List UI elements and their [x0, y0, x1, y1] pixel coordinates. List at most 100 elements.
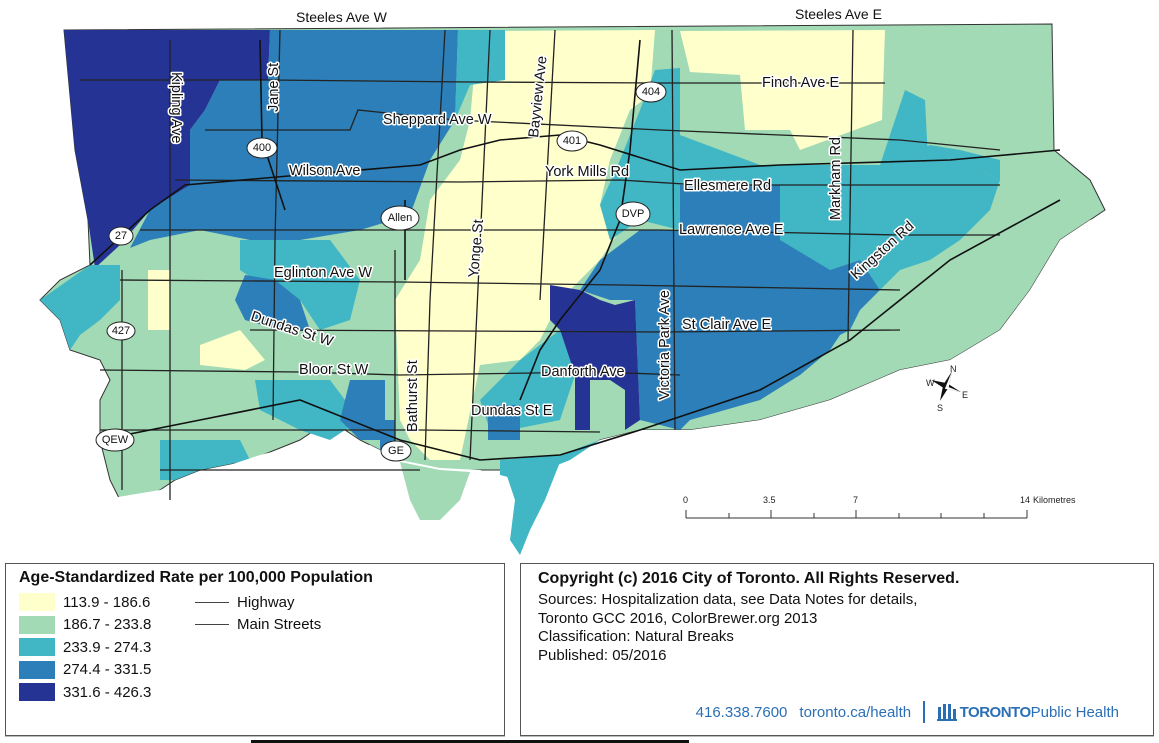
label-lawrence-e: Lawrence Ave E — [679, 222, 784, 238]
svg-text:427: 427 — [112, 325, 130, 337]
legend-range: 274.4 - 331.5 — [63, 661, 152, 679]
legend-title: Age-Standardized Rate per 100,000 Popula… — [19, 569, 373, 586]
shield-ge: GE — [380, 440, 412, 462]
region-blue-west-2 — [340, 380, 385, 440]
scale-tick-14: 14 — [1020, 495, 1030, 505]
legend-class-5: 331.6 - 426.3 — [19, 681, 504, 704]
scale-tick-0: 0 — [683, 495, 688, 505]
legend-panel: Age-Standardized Rate per 100,000 Popula… — [5, 563, 505, 736]
legend-range: 186.7 - 233.8 — [63, 616, 152, 634]
label-bathurst: Bathurst St — [405, 360, 421, 432]
svg-text:400: 400 — [253, 142, 271, 154]
svg-text:GE: GE — [388, 445, 404, 457]
bottom-bar — [251, 740, 689, 743]
highway-line-icon — [195, 601, 229, 603]
legend-swatch — [19, 638, 55, 657]
label-markham: Markham Rd — [828, 137, 844, 220]
legend-class-4: 274.4 - 331.5 — [19, 659, 504, 682]
published-line: Published: 05/2016 — [538, 646, 667, 664]
divider — [923, 701, 925, 723]
label-steeles-w: Steeles Ave W — [296, 9, 388, 25]
legend-main-streets: Main Streets — [195, 616, 321, 633]
label-victoria-park: Victoria Park Ave — [657, 290, 673, 400]
label-kipling: Kipling Ave — [168, 72, 184, 143]
svg-text:DVP: DVP — [622, 208, 645, 220]
legend-highway-label: Highway — [237, 593, 295, 611]
scale-tick-3-5: 3.5 — [763, 495, 776, 505]
region-blue-east — [580, 185, 880, 430]
region-teal-northeast — [880, 145, 1000, 180]
label-wilson: Wilson Ave — [289, 163, 360, 179]
brand-toronto: TORONTO — [959, 703, 1031, 721]
label-bloor-w: Bloor St W — [299, 362, 369, 378]
shield-allen: Allen — [380, 205, 420, 231]
label-steeles-e: Steeles Ave E — [795, 6, 882, 22]
label-jane: Jane St — [266, 63, 282, 112]
legend-range: 331.6 - 426.3 — [63, 683, 152, 701]
choropleth-map: Steeles Ave W Steeles Ave E Kipling Ave … — [39, 6, 1106, 555]
shield-427: 427 — [106, 321, 136, 341]
shield-dvp: DVP — [615, 201, 651, 227]
legend-class-3: 233.9 - 274.3 — [19, 636, 504, 659]
brand-public-health: Public Health — [1030, 703, 1119, 721]
region-teal-west-2 — [240, 240, 360, 330]
region-yellow-central — [395, 30, 655, 460]
label-st-clair-e: St Clair Ave E — [682, 317, 772, 333]
compass-e: E — [962, 390, 968, 400]
legend-range: 113.9 - 186.6 — [63, 593, 151, 611]
contact-footer: 416.338.7600 toronto.ca/health TORONTO P… — [696, 701, 1119, 723]
main-streets — [80, 29, 1001, 500]
shield-qew: QEW — [95, 428, 135, 452]
copyright-title: Copyright (c) 2016 City of Toronto. All … — [538, 570, 960, 587]
label-ellesmere: Ellesmere Rd — [684, 178, 771, 194]
region-darkblue-east — [550, 285, 640, 430]
svg-text:404: 404 — [642, 86, 660, 98]
scale-unit: Kilometres — [1033, 495, 1076, 505]
shield-27: 27 — [108, 226, 134, 246]
highways — [89, 39, 1061, 461]
label-yonge: Yonge St — [466, 219, 487, 279]
svg-text:401: 401 — [563, 135, 581, 147]
svg-text:27: 27 — [115, 230, 127, 242]
region-portlands — [400, 462, 470, 520]
sources-line-2: Toronto GCC 2016, ColorBrewer.org 2013 — [538, 609, 818, 627]
label-danforth: Danforth Ave — [541, 364, 625, 380]
region-islands — [505, 462, 560, 555]
compass-w: W — [926, 378, 935, 388]
legend-main-streets-label: Main Streets — [237, 616, 322, 634]
scale-bar — [685, 510, 1028, 519]
compass-n: N — [950, 364, 957, 374]
region-blue-west-1 — [235, 275, 310, 330]
legend-class-1: 113.9 - 186.6 Highway — [19, 591, 504, 614]
phone-number: 416.338.7600 — [695, 703, 788, 721]
region-teal-west-1 — [40, 265, 120, 350]
region-yellow-west-1 — [148, 270, 170, 330]
label-york-mills: York Mills Rd — [545, 164, 629, 180]
sources-line-1: Sources: Hospitalization data, see Data … — [538, 591, 918, 608]
classification-line: Classification: Natural Breaks — [538, 628, 734, 645]
legend-highway: Highway — [195, 594, 295, 611]
legend-range: 233.9 - 274.3 — [63, 638, 152, 656]
label-finch-e: Finch Ave E — [762, 75, 839, 91]
region-teal-west-3 — [255, 380, 360, 440]
region-yellow-northeast — [680, 30, 885, 150]
legend-class-2: 186.7 - 233.8 Main Streets — [19, 614, 504, 637]
legend-swatch — [19, 615, 55, 634]
legend-swatch — [19, 593, 55, 612]
svg-text:Allen: Allen — [388, 212, 412, 224]
label-eglinton-w: Eglinton Ave W — [274, 265, 372, 281]
compass-rose-icon — [931, 371, 961, 401]
shield-400: 400 — [246, 137, 278, 159]
compass-s: S — [937, 403, 943, 413]
region-darkblue-northwest — [64, 30, 270, 268]
shield-404: 404 — [635, 81, 667, 103]
region-blue-north — [130, 30, 458, 248]
region-yellow-west-2 — [200, 330, 265, 370]
website-link[interactable]: toronto.ca/health — [799, 703, 912, 721]
label-dundas-e: Dundas St E — [471, 403, 553, 419]
info-panel: Copyright (c) 2016 City of Toronto. All … — [520, 563, 1154, 736]
scale-tick-7: 7 — [853, 495, 858, 505]
svg-text:QEW: QEW — [102, 434, 129, 446]
main-street-line-icon — [195, 624, 229, 626]
region-teal-north — [455, 30, 505, 120]
